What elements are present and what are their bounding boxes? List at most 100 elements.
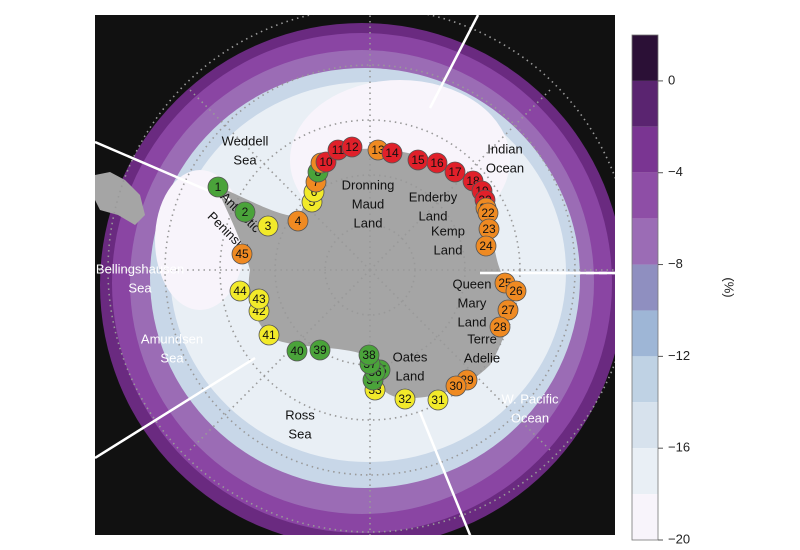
site-marker [341,136,363,158]
site: 4 [287,210,309,232]
site: 39 [309,339,331,361]
site: 12 [341,136,363,158]
region-label: W. Pacific [501,391,559,406]
site: 22 [477,202,499,224]
region-label: Weddell [222,133,269,148]
site-label: 38 [362,348,376,362]
site: 41 [258,324,280,346]
region-label: Sea [288,426,312,441]
colorbar-tick-label: −20 [668,531,690,546]
site-label: 43 [252,292,266,306]
region-label: Oates [393,349,428,364]
colorbar-band [632,172,658,219]
site: 40 [286,340,308,362]
antarctica [215,148,512,399]
site: 16 [426,152,448,174]
region-label: Adelie [464,350,500,365]
site-marker [257,215,279,237]
site-marker [426,152,448,174]
colorbar-band [632,35,658,81]
site-label: 27 [501,303,515,317]
site-label: 10 [319,155,333,169]
site-label: 44 [233,284,247,298]
sector-line [468,534,478,550]
region-label: Land [396,368,425,383]
region-label: Kemp [431,223,465,238]
site-label: 17 [448,165,462,179]
site-marker [381,142,403,164]
colorbar-band [632,402,658,449]
colorbar: 0 −4 −8 −12 −16 −20 (%) [631,34,737,546]
colorbar-tick-label: −4 [668,164,683,179]
site-marker [444,161,466,183]
site-label: 13 [371,143,385,157]
site: 24 [475,235,497,257]
region-label: Indian [487,141,522,156]
site-label: 24 [479,239,493,253]
site: 2 [234,201,256,223]
colorbar-frame [631,34,659,541]
site-marker [287,210,309,232]
site-label: 16 [430,156,444,170]
site: 28 [489,316,511,338]
site: 44 [229,280,251,302]
site: 30 [445,375,467,397]
region-label: Sea [233,152,257,167]
site-marker [309,339,331,361]
region-label: Ross [285,407,315,422]
sector-line [476,0,482,16]
site: 23 [478,218,500,240]
site-marker [231,243,253,265]
site-label: 26 [509,284,523,298]
site-label: 28 [493,320,507,334]
site: 31 [427,389,449,411]
site-label: 3 [265,219,272,233]
site: 15 [407,149,429,171]
colorbar-band [632,356,658,403]
site-marker [394,388,416,410]
site-label: 39 [313,343,327,357]
colorbar-label: (%) [722,277,737,297]
region-label: Land [458,314,487,329]
site-marker [258,324,280,346]
colorbar-tick-label: −16 [668,440,690,455]
site-label: 12 [345,140,359,154]
site-label: 1 [215,180,222,194]
region-label: Sea [160,350,184,365]
site: 3 [257,215,279,237]
site-label: 40 [290,344,304,358]
site: 14 [381,142,403,164]
colorbar-band [632,448,658,495]
site-marker [497,299,519,321]
colorbar-band [632,264,658,311]
site-label: 2 [242,205,249,219]
site-marker [427,389,449,411]
region-label: Ocean [511,410,549,425]
site-marker [505,280,527,302]
site-label: 45 [235,247,249,261]
colorbar-band [632,494,658,540]
site-label: 4 [295,214,302,228]
region-label: Amundsen [141,331,203,346]
site-label: 41 [262,328,276,342]
colorbar-tick-label: −8 [668,256,683,271]
region-label: Land [354,215,383,230]
site: 38 [358,344,380,366]
sites: 1234567891011121314151617181920212223242… [207,136,527,411]
site-label: 23 [482,222,496,236]
region-label: Enderby [409,189,458,204]
region-label: Land [434,242,463,257]
site-marker [207,176,229,198]
region-label: Ocean [486,160,524,175]
site-marker [358,344,380,366]
site: 32 [394,388,416,410]
site-marker [475,235,497,257]
site-label: 22 [481,206,495,220]
site-label: 14 [385,146,399,160]
region-label: Bellingshausen [96,261,184,276]
region-label: Dronning [342,177,395,192]
site-label: 11 [332,143,345,157]
site: 1 [207,176,229,198]
site: 45 [231,243,253,265]
